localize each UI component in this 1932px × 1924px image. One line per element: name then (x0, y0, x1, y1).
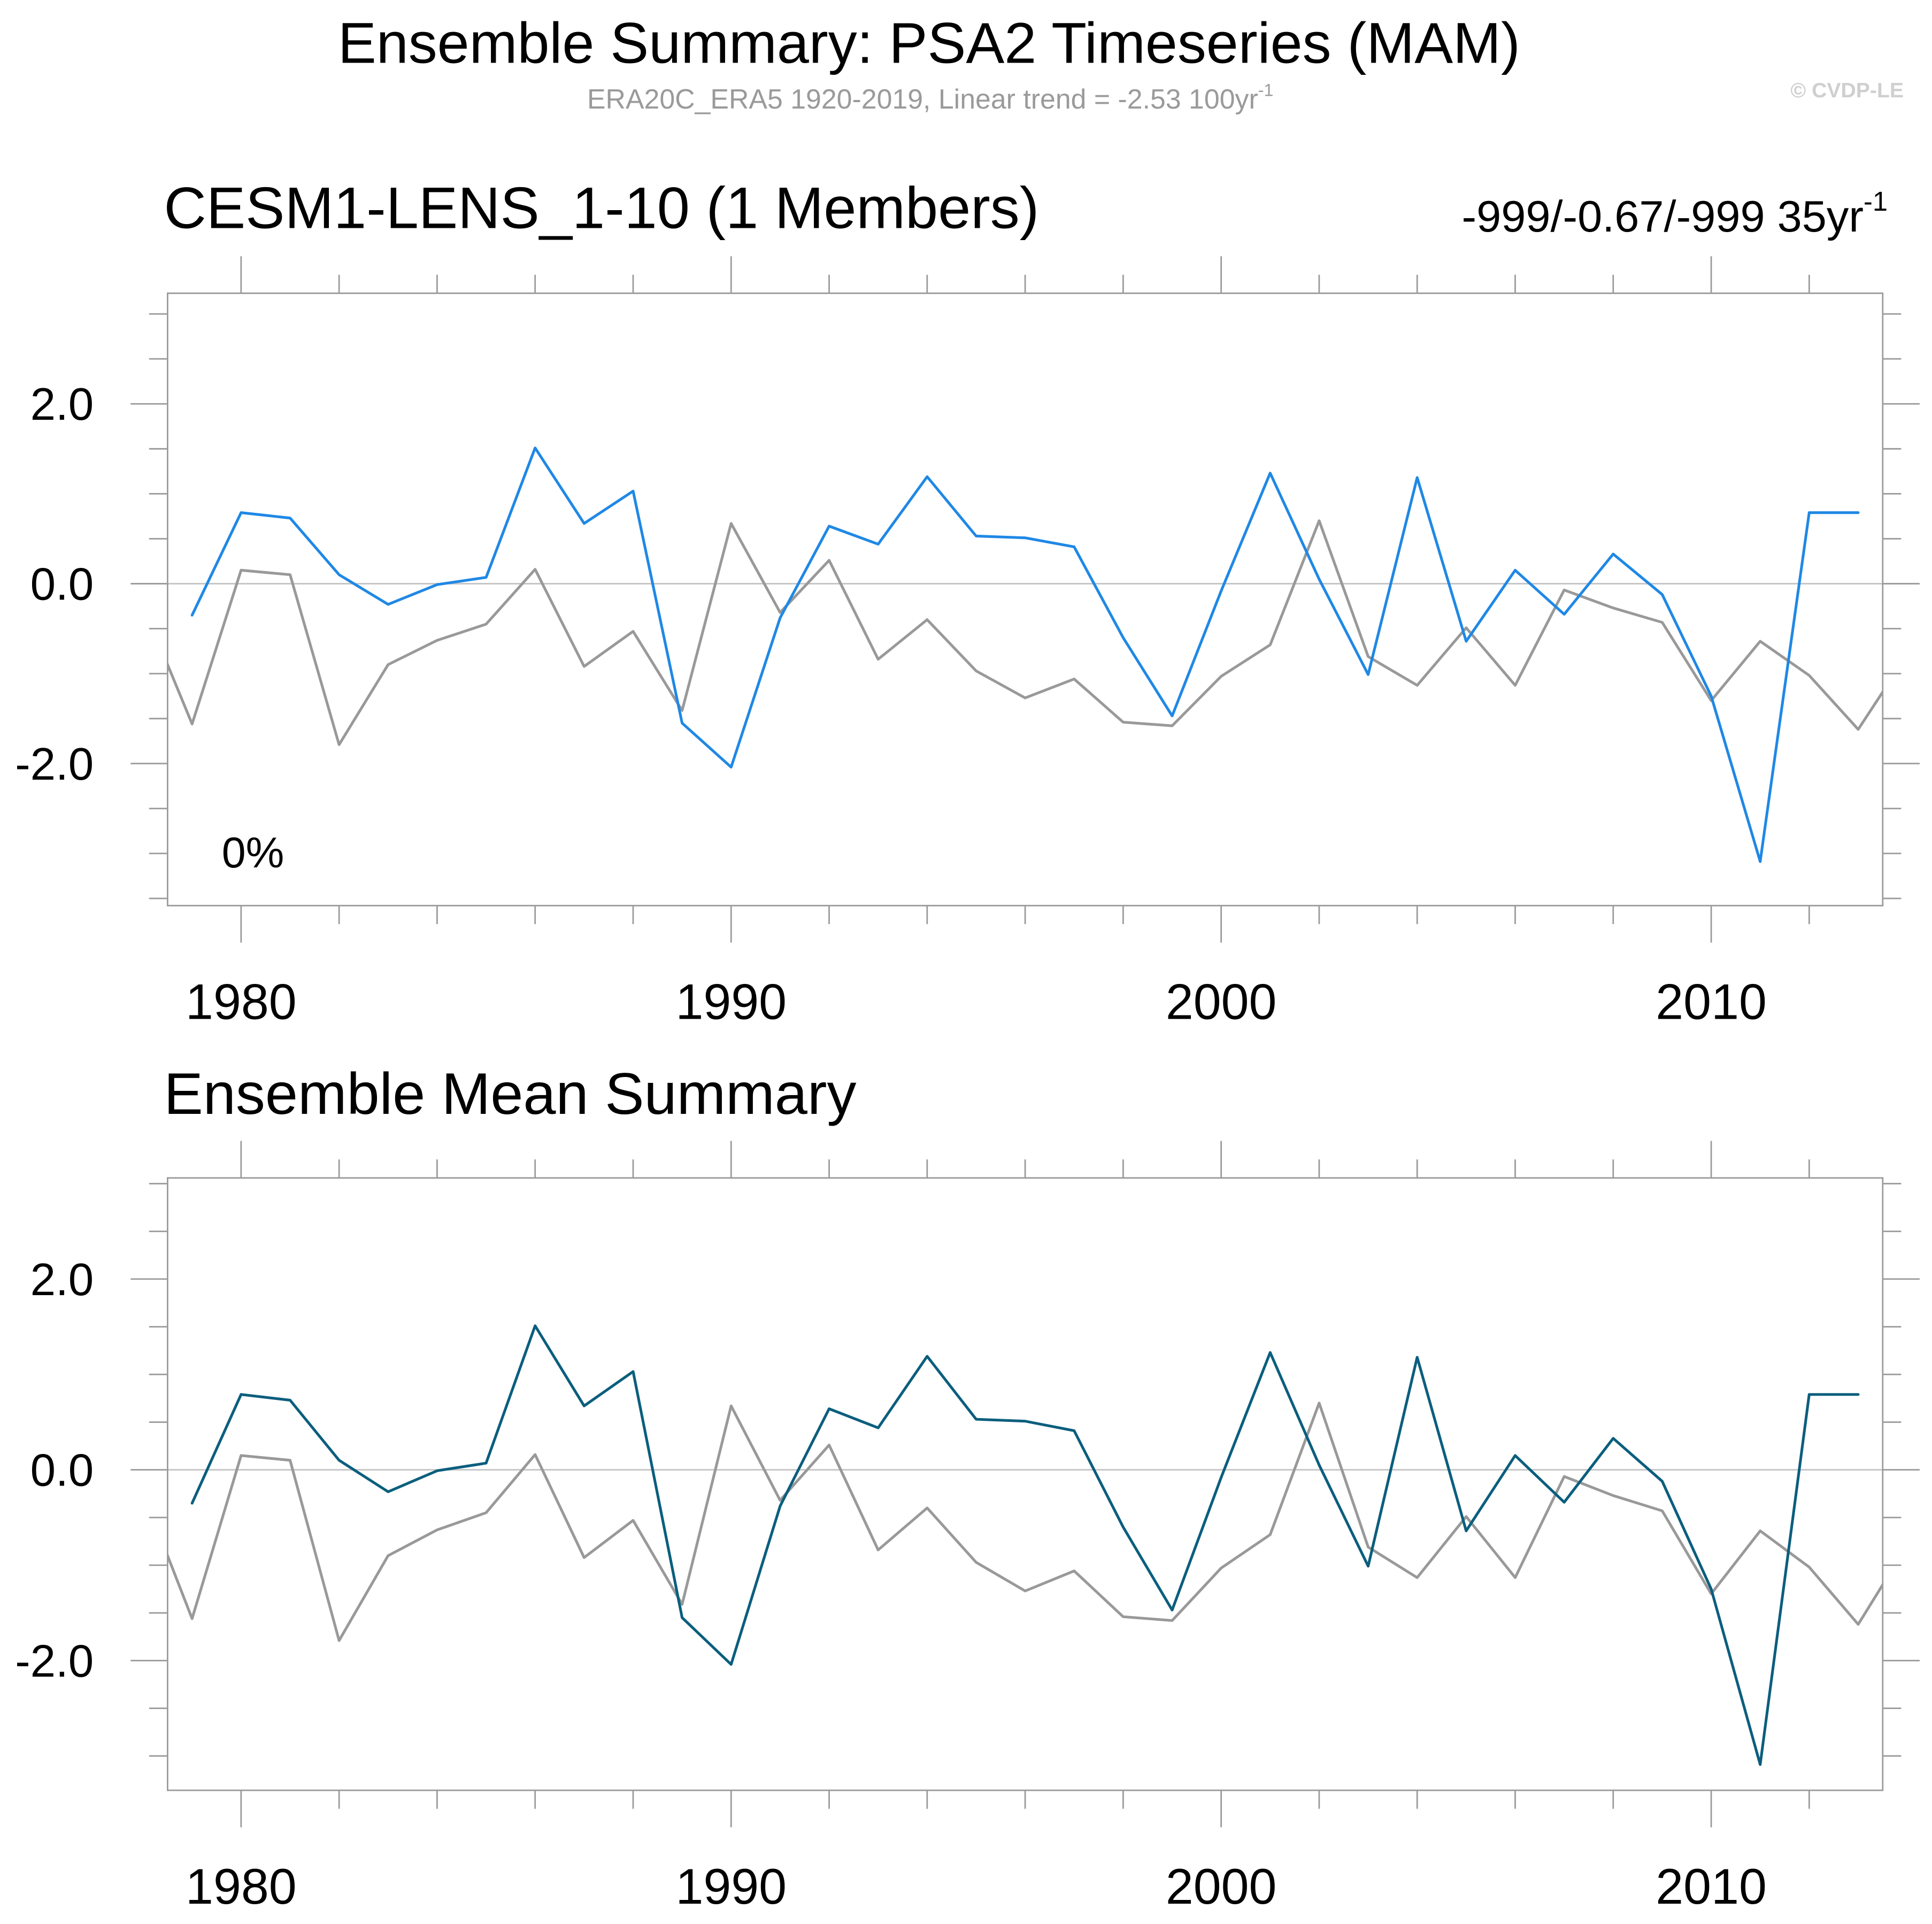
x-tick-label: 2010 (1656, 1859, 1767, 1914)
stats-text: -999/-0.67/-999 35yr (1461, 191, 1863, 241)
y-tick-label: 2.0 (30, 1255, 94, 1305)
figure-subtitle: ERA20C_ERA5 1920-2019, Linear trend = -2… (587, 81, 1273, 114)
subtitle-superscript: -1 (1258, 81, 1274, 100)
subtitle-text: ERA20C_ERA5 1920-2019, Linear trend = -2… (587, 83, 1258, 114)
y-tick-label: 0.0 (30, 559, 94, 610)
y-tick-label: -2.0 (15, 739, 94, 790)
model-series-line (190, 447, 1860, 863)
plot-area: 1980 1990 2000 2010 -2.0 0.0 2.0 (15, 1141, 1920, 1914)
panel-ensemble-mean-summary: Ensemble Mean Summary 1980 1990 2000 2010 -2… (15, 1061, 1920, 1914)
x-tick-label: 2000 (1166, 1859, 1277, 1914)
series-group (167, 1324, 1883, 1766)
plot-frame (166, 293, 1884, 906)
copyright-watermark: © CVDP-LE (1790, 79, 1904, 102)
stats-superscript: -1 (1864, 186, 1888, 217)
member-percentage-label: 0% (222, 829, 284, 877)
plot-frame (166, 1177, 1884, 1791)
x-tick-label: 1990 (675, 974, 787, 1030)
y-tick-label: -2.0 (15, 1636, 94, 1687)
figure-title: Ensemble Summary: PSA2 Timeseries (MAM) (338, 11, 1520, 75)
observed-series-line (167, 1402, 1883, 1642)
panel-ensemble-summary: CESM1-LENS_1-10 (1 Members) -999/-0.67/-… (15, 175, 1920, 1030)
panel-title: Ensemble Mean Summary (164, 1061, 856, 1127)
x-tick-label: 1980 (186, 974, 297, 1030)
series-group (167, 447, 1883, 863)
x-tick-label: 2000 (1166, 974, 1277, 1030)
y-tick-label: 2.0 (30, 379, 94, 430)
x-tick-label: 2010 (1656, 974, 1767, 1030)
y-tick-label: 0.0 (30, 1445, 94, 1496)
panel-trend-stats: -999/-0.67/-999 35yr-1 (1461, 186, 1888, 241)
x-tick-label: 1990 (675, 1859, 787, 1914)
model-series-line (190, 1324, 1860, 1766)
x-tick-label: 1980 (186, 1859, 297, 1914)
panel-title: CESM1-LENS_1-10 (1 Members) (164, 175, 1039, 241)
observed-series-line (167, 519, 1883, 746)
plot-area: 1980 1990 2000 2010 -2.0 0.0 2.0 (15, 256, 1920, 1030)
